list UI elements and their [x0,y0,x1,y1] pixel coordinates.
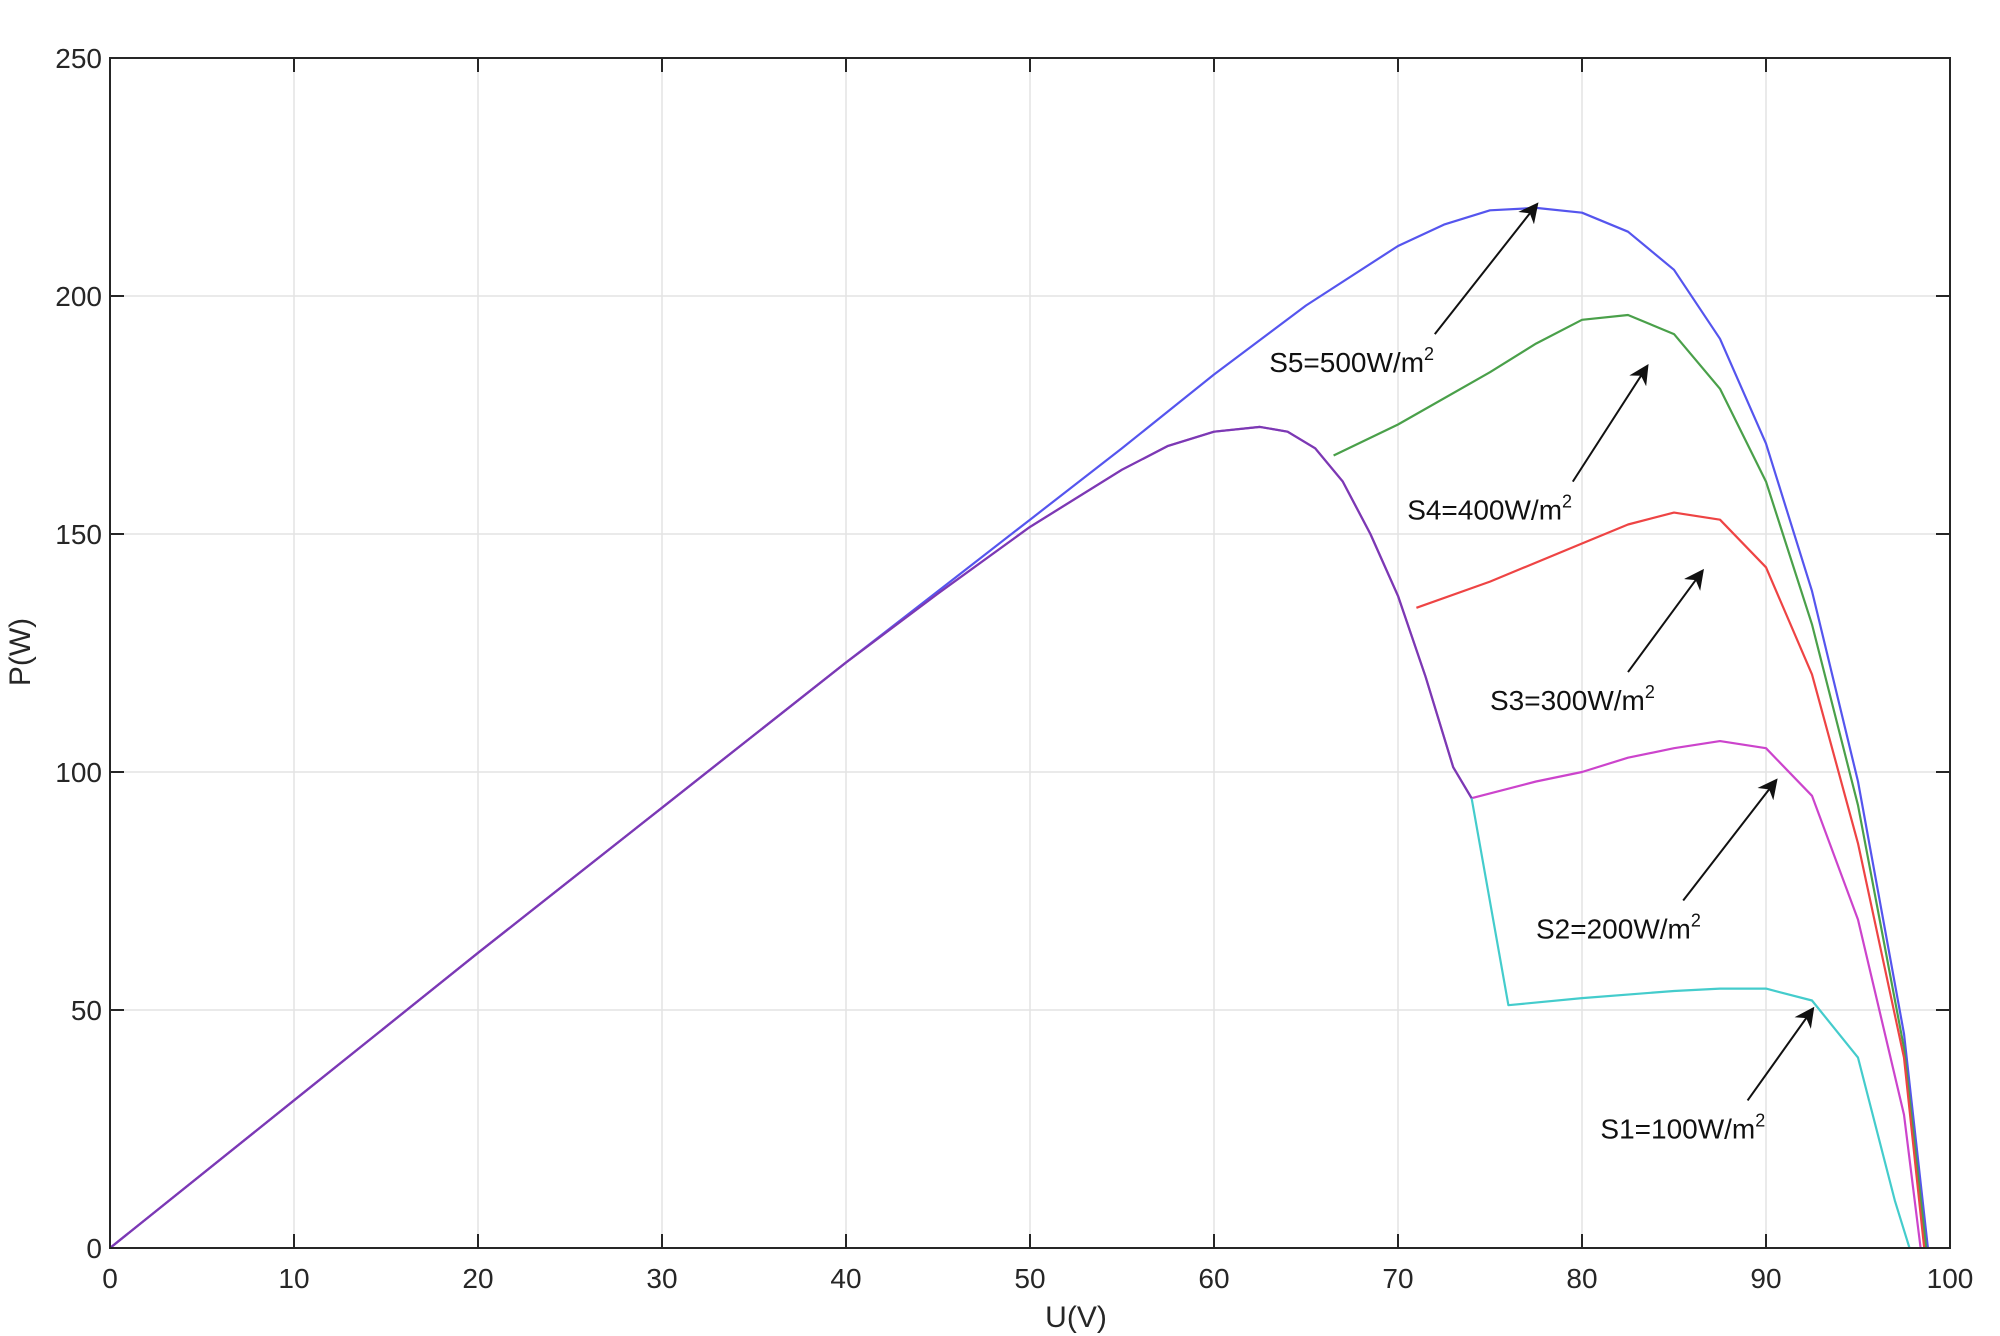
x-tick-label: 100 [1927,1263,1974,1294]
annotation-label-5: S1=100W/m2 [1600,1111,1765,1145]
series-line-3 [1416,511,1926,1249]
y-axis-label: P(W) [4,618,37,686]
y-tick-label: 150 [55,519,102,550]
x-tick-label: 50 [1014,1263,1045,1294]
x-tick-label: 60 [1198,1263,1229,1294]
annotation-arrow-1 [1434,202,1539,335]
x-tick-label: 30 [646,1263,677,1294]
series-line-5 [1470,798,1911,1249]
annotation-arrow-5 [1746,1006,1815,1102]
series-line-1 [109,206,1929,1249]
y-tick-label: 250 [55,43,102,74]
series-line-2 [1333,313,1928,1249]
annotation-label-1: S5=500W/m2 [1269,344,1434,378]
x-tick-label: 10 [278,1263,309,1294]
x-tick-label: 70 [1382,1263,1413,1294]
series-lines [109,206,1929,1249]
annotation-label-4: S2=200W/m2 [1536,911,1701,945]
y-tick-label: 200 [55,281,102,312]
x-tick-label: 80 [1566,1263,1597,1294]
y-tick-label: 0 [86,1233,102,1264]
x-tick-label: 40 [830,1263,861,1294]
y-tick-label: 100 [55,757,102,788]
grid [110,58,1950,1248]
annotation-label-3: S3=300W/m2 [1490,682,1655,716]
y-tick-label: 50 [71,995,102,1026]
annotation-label-2: S4=400W/m2 [1407,492,1572,526]
annotation-arrow-2 [1571,364,1649,483]
annotation-arrow-3 [1627,568,1704,673]
axes: 0 10 20 30 40 50 60 70 80 90 100 0 50 100 150 200 250 [55,43,1973,1294]
x-axis-label: U(V) [1045,1301,1107,1334]
annotations: S5=500W/m2 S4=400W/m2 S3=300W/m2 S2=200W/m2… [1269,202,1815,1145]
x-tick-label: 90 [1750,1263,1781,1294]
series-line-6 [109,425,1473,1249]
x-tick-label: 20 [462,1263,493,1294]
x-tick-label: 0 [102,1263,118,1294]
annotation-arrow-4 [1682,778,1778,902]
